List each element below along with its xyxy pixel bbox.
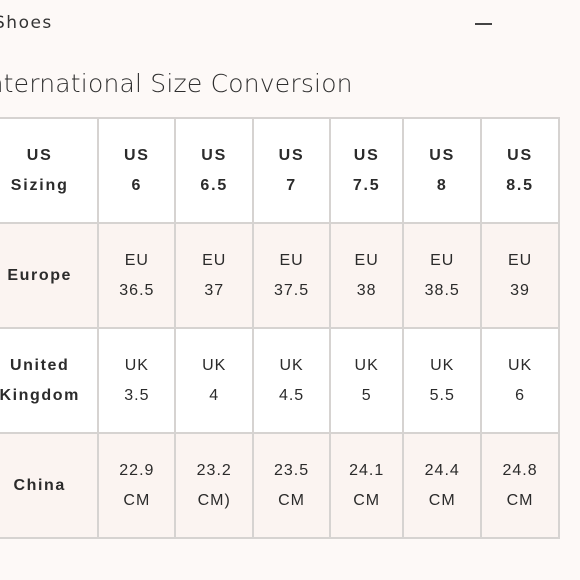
row-label-europe: Europe <box>0 222 100 329</box>
table-cell: UK 4 <box>174 327 255 434</box>
table-cell: UK 3.5 <box>97 327 177 434</box>
table-cell: 24.1 CM <box>329 432 405 539</box>
shoes-accordion-header[interactable]: Shoes <box>0 0 580 50</box>
table-cell: 24.8 CM <box>480 432 560 539</box>
table-row-europe: Europe EU 36.5 EU 37 EU 37.5 EU 38 EU 38.5 EU… <box>0 222 560 329</box>
collapse-toggle-button[interactable] <box>470 10 498 38</box>
minus-icon <box>475 23 492 25</box>
table-cell: US 7 <box>252 117 332 224</box>
table-cell: US 8 <box>402 117 483 224</box>
table-cell: 22.9 CM <box>97 432 177 539</box>
table-cell: 23.5 CM <box>252 432 332 539</box>
table-cell: 24.4 CM <box>402 432 483 539</box>
table-row-us-sizing: US Sizing US 6 US 6.5 US 7 US 7.5 US 8 US 8.5 <box>0 117 560 224</box>
table-cell: EU 37.5 <box>252 222 332 329</box>
table-cell: EU 38 <box>329 222 405 329</box>
row-label-united-kingdom: United Kingdom <box>0 327 100 434</box>
accordion-title: Shoes <box>0 13 53 33</box>
table-cell: 23.2 CM) <box>174 432 255 539</box>
table-cell: US 8.5 <box>480 117 560 224</box>
table-cell: UK 5 <box>329 327 405 434</box>
table-cell: US 6.5 <box>174 117 255 224</box>
row-label-us-sizing: US Sizing <box>0 117 100 224</box>
table-cell: EU 39 <box>480 222 560 329</box>
size-conversion-table: US Sizing US 6 US 6.5 US 7 US 7.5 US 8 US 8.5 … <box>0 117 560 539</box>
table-row-united-kingdom: United Kingdom UK 3.5 UK 4 UK 4.5 UK 5 UK 5.5… <box>0 327 560 434</box>
table-row-china: China 22.9 CM 23.2 CM) 23.5 CM 24.1 CM 24.4 C… <box>0 432 560 539</box>
table-cell: EU 38.5 <box>402 222 483 329</box>
table-cell: US 7.5 <box>329 117 405 224</box>
table-cell: EU 36.5 <box>97 222 177 329</box>
page-footer-space <box>0 540 580 580</box>
table-cell: US 6 <box>97 117 177 224</box>
row-label-china: China <box>0 432 100 539</box>
table-cell: EU 37 <box>174 222 255 329</box>
table-cell: UK 6 <box>480 327 560 434</box>
table-cell: UK 5.5 <box>402 327 483 434</box>
section-title: International Size Conversion <box>0 69 353 98</box>
table-cell: UK 4.5 <box>252 327 332 434</box>
